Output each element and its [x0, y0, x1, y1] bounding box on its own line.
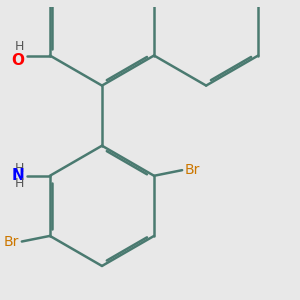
Text: Br: Br: [185, 163, 200, 177]
Text: H: H: [15, 162, 24, 175]
Text: Br: Br: [4, 235, 19, 248]
Text: O: O: [11, 52, 24, 68]
Text: H: H: [15, 177, 24, 190]
Text: H: H: [15, 40, 24, 52]
Text: N: N: [11, 168, 24, 183]
